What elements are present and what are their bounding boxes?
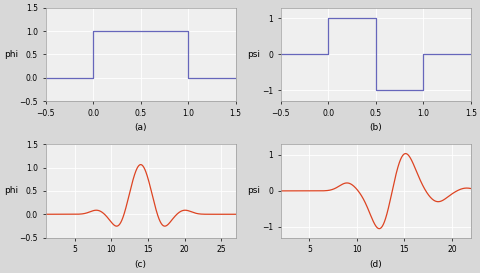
Y-axis label: psi: psi: [247, 186, 260, 195]
X-axis label: (b): (b): [369, 123, 382, 132]
X-axis label: (c): (c): [134, 260, 146, 269]
Y-axis label: phi: phi: [4, 186, 18, 195]
Y-axis label: phi: phi: [4, 50, 18, 59]
X-axis label: (d): (d): [369, 260, 382, 269]
X-axis label: (a): (a): [134, 123, 147, 132]
Y-axis label: psi: psi: [247, 50, 260, 59]
